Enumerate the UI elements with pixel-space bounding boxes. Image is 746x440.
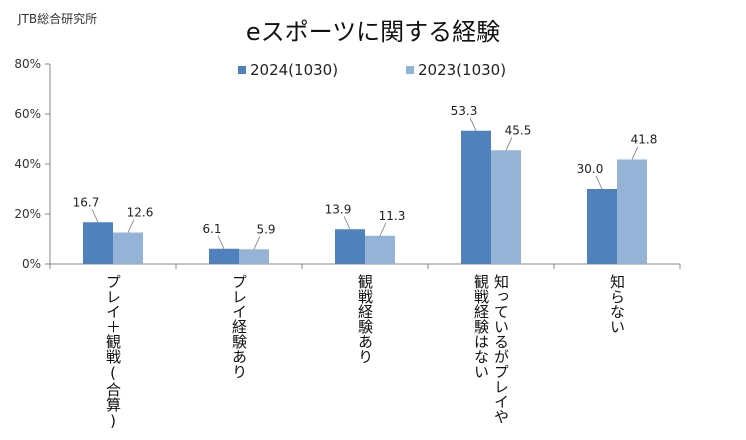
bar-2024 — [209, 248, 239, 264]
y-tick-label: 40% — [14, 157, 41, 171]
bar-2024 — [461, 130, 491, 264]
bar-2023 — [365, 235, 395, 264]
x-category-label: プレイ＋観戦(合算) — [104, 274, 122, 430]
legend-label: 2023(1030) — [418, 61, 506, 79]
data-label: 11.3 — [379, 209, 406, 223]
leader-line — [127, 219, 135, 233]
data-label: 41.8 — [631, 133, 658, 147]
data-label: 53.3 — [451, 104, 478, 118]
x-category-label: 観戦経験はない — [472, 274, 490, 379]
leader-line — [91, 209, 99, 223]
x-category-label: プレイ経験あり — [230, 274, 248, 379]
bar-2024 — [83, 222, 113, 264]
leader-line — [595, 175, 603, 190]
bar-2023 — [617, 159, 647, 264]
legend-swatch — [406, 66, 414, 74]
chart-title: eスポーツに関する経験 — [245, 18, 501, 46]
bar-2023 — [491, 150, 521, 264]
y-tick-label: 20% — [14, 207, 41, 221]
bar-2023 — [113, 232, 143, 264]
data-label: 5.9 — [256, 222, 275, 236]
y-tick-label: 0% — [22, 257, 41, 271]
bar-2024 — [335, 229, 365, 264]
y-tick-label: 80% — [14, 57, 41, 71]
y-tick-label: 60% — [14, 107, 41, 121]
bar-2024 — [587, 189, 617, 264]
legend-swatch — [238, 66, 246, 74]
leader-line — [343, 216, 351, 230]
data-label: 30.0 — [577, 162, 604, 176]
data-label: 12.6 — [127, 206, 154, 220]
x-category-label: 知っているがプレイや — [492, 274, 510, 424]
data-label: 16.7 — [73, 195, 100, 209]
bar-2023 — [239, 249, 269, 264]
data-label: 13.9 — [325, 202, 352, 216]
leader-line — [217, 235, 225, 249]
leader-line — [379, 222, 387, 236]
legend-label: 2024(1030) — [250, 61, 338, 79]
data-label: 6.1 — [202, 222, 221, 236]
leader-line — [631, 146, 639, 160]
source-label: JTB総合研究所 — [18, 12, 98, 26]
leader-line — [469, 117, 477, 131]
data-label: 45.5 — [505, 123, 532, 137]
leader-line — [253, 236, 261, 250]
x-category-label: 知らない — [608, 274, 626, 334]
leader-line — [505, 137, 513, 151]
x-category-label: 観戦経験あり — [356, 274, 374, 364]
